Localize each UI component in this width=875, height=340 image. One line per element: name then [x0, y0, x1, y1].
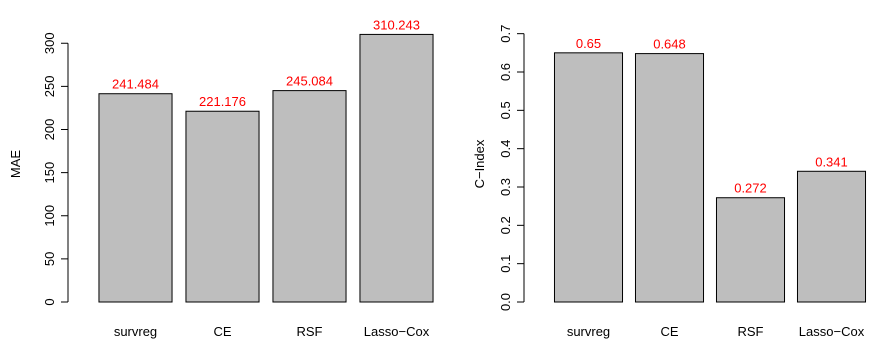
- c-index-bar: [634, 53, 705, 303]
- c-index-y-tick-label: 0.4: [498, 140, 513, 158]
- c-index-y-tick-label: 0.5: [498, 101, 513, 119]
- c-index-y-tick-label: 0.1: [498, 255, 513, 273]
- c-index-category-label: RSF: [738, 324, 764, 339]
- c-index-bar-value-label: 0.272: [734, 181, 767, 196]
- mae-bar: [185, 110, 260, 303]
- mae-y-tick-label: 50: [42, 252, 57, 266]
- c-index-y-tick-label: 0.3: [498, 178, 513, 196]
- c-index-bar: [715, 197, 786, 303]
- mae-category-label: RSF: [297, 324, 323, 339]
- mae-y-axis-title: MAE: [8, 150, 23, 179]
- mae-y-tick-label: 300: [42, 32, 57, 54]
- mae-category-label: CE: [213, 324, 231, 339]
- mae-bar-value-label: 310.243: [373, 17, 420, 32]
- c-index-bar-value-label: 0.341: [815, 154, 848, 169]
- c-index-y-tick-label: 0.7: [498, 25, 513, 43]
- mae-y-tick-label: 150: [42, 162, 57, 184]
- c-index-bar-chart: 0.0 0.1 0.2 0.3 0.4 0.5 0.6 0.7 C−Index 0.65 survr…: [472, 25, 867, 339]
- mae-y-tick-label: 200: [42, 119, 57, 141]
- mae-bar: [98, 93, 173, 303]
- c-index-y-tick-label: 0.0: [498, 293, 513, 311]
- mae-bar-value-label: 245.084: [286, 74, 333, 89]
- mae-category-label: survreg: [114, 324, 157, 339]
- c-index-bar: [553, 52, 624, 303]
- mae-bar: [359, 33, 434, 303]
- c-index-y-tick-label: 0.2: [498, 216, 513, 234]
- c-index-y-axis-title: C−Index: [472, 139, 487, 188]
- mae-y-tick-label: 250: [42, 76, 57, 98]
- mae-y-tick-label: 100: [42, 205, 57, 227]
- mae-category-label: Lasso−Cox: [364, 324, 430, 339]
- c-index-bar-value-label: 0.65: [576, 36, 601, 51]
- c-index-bar: [796, 170, 867, 303]
- c-index-category-label: survreg: [567, 324, 610, 339]
- mae-bar-value-label: 221.176: [199, 94, 246, 109]
- mae-y-tick-label: 0: [42, 298, 57, 305]
- mae-bar: [272, 90, 347, 303]
- c-index-category-label: Lasso−Cox: [799, 324, 865, 339]
- c-index-y-tick-label: 0.6: [498, 63, 513, 81]
- mae-bar-value-label: 241.484: [112, 77, 159, 92]
- mae-bar-chart: 0 50 100 150 200 250 300 MAE 241.484 survreg 221.1…: [8, 17, 434, 339]
- c-index-bar-value-label: 0.648: [653, 37, 686, 52]
- c-index-category-label: CE: [660, 324, 678, 339]
